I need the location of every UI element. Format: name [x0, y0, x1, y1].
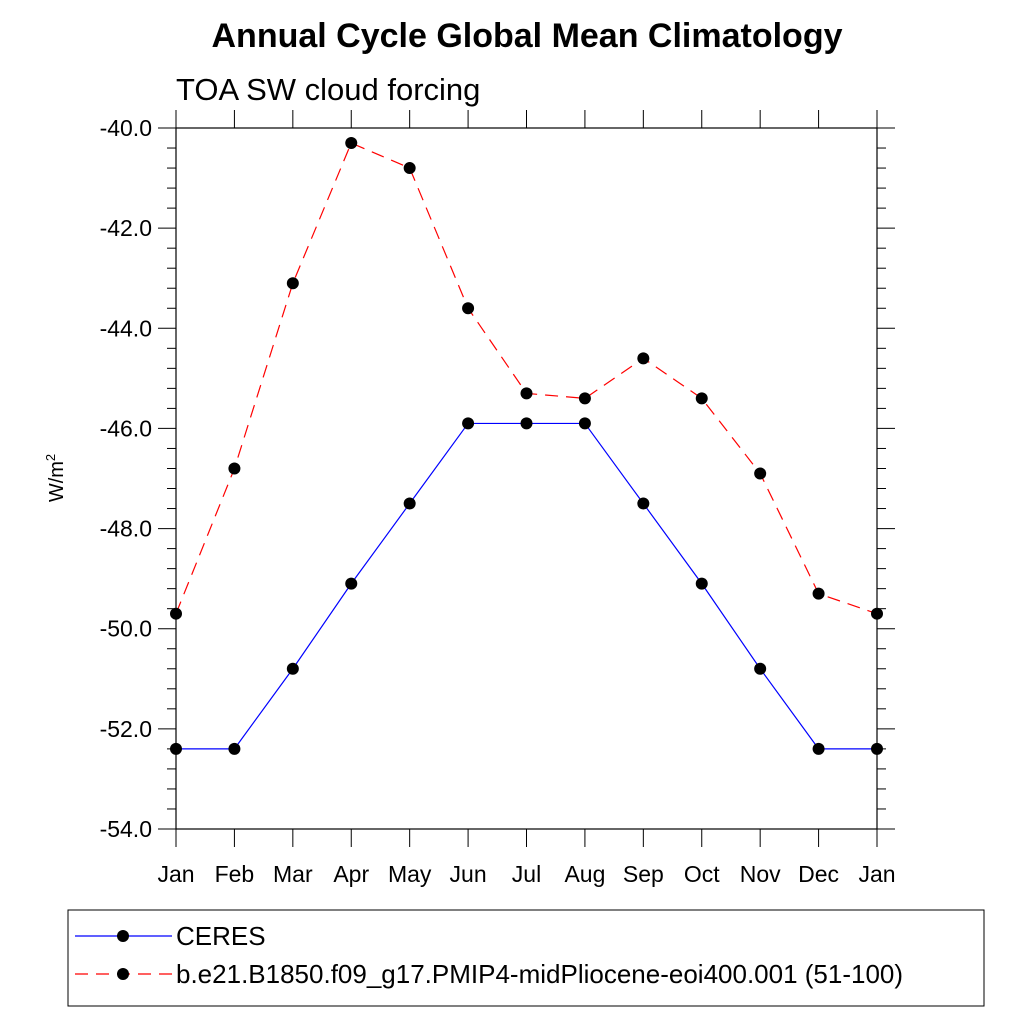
y-axis-label-exponent: 2 — [43, 454, 58, 461]
series-1-point — [520, 417, 533, 430]
y-tick-label: -46.0 — [100, 415, 152, 441]
chart-title: Annual Cycle Global Mean Climatology — [212, 17, 843, 55]
series-1-point — [403, 497, 416, 510]
y-axis-label-text: W/m — [46, 461, 68, 502]
y-axis-label: W/m2 — [43, 454, 68, 502]
y-tick-label: -52.0 — [100, 716, 152, 742]
x-tick-label: Jun — [450, 861, 487, 887]
legend-marker-2 — [117, 968, 129, 980]
series-2-point — [695, 392, 708, 405]
x-tick-label: Dec — [798, 861, 839, 887]
legend-label-2: b.e21.B1850.f09_g17.PMIP4-midPliocene-eo… — [176, 959, 903, 989]
x-tick-label: Jul — [512, 861, 541, 887]
series-2-point — [228, 462, 241, 475]
legend: CERES b.e21.B1850.f09_g17.PMIP4-midPlioce… — [75, 921, 903, 989]
x-tick-label: Nov — [740, 861, 781, 887]
series-2-point — [578, 392, 591, 405]
x-tick-label: Mar — [273, 861, 313, 887]
series-2-point — [812, 587, 825, 600]
series-2-point — [403, 162, 416, 175]
y-tick-label: -50.0 — [100, 616, 152, 642]
series-1-point — [578, 417, 591, 430]
y-tick-label: -40.0 — [100, 115, 152, 141]
series-line-1 — [176, 422, 877, 750]
series-1-point — [345, 577, 358, 590]
x-tick-label: Feb — [215, 861, 255, 887]
series-2-point — [637, 352, 650, 365]
x-tick-label: Sep — [623, 861, 664, 887]
series-2-point — [462, 302, 475, 315]
series-1-point — [637, 497, 650, 510]
y-tick-label: -44.0 — [100, 315, 152, 341]
legend-marker-1 — [117, 930, 129, 942]
legend-label-1: CERES — [176, 921, 266, 951]
x-tick-label: Jan — [157, 861, 194, 887]
series-2-point — [170, 607, 182, 620]
series-2-point — [520, 387, 533, 400]
series-2-point — [286, 277, 299, 290]
series-2-point — [754, 467, 767, 480]
x-tick-label: May — [388, 861, 432, 887]
chart-subtitle: TOA SW cloud forcing — [176, 72, 480, 107]
y-tick-label: -54.0 — [100, 816, 152, 842]
series-1-point — [462, 417, 475, 430]
series-1-point — [812, 742, 825, 755]
x-tick-label: Oct — [684, 861, 720, 887]
series-line-2 — [175, 142, 878, 615]
y-tick-label: -48.0 — [100, 516, 152, 542]
plot-axes: -40.0 -42.0 -44.0 -46.0 -48.0 -50.0 -52.0 -54.0… — [100, 110, 896, 887]
series-2-point — [345, 137, 358, 150]
x-tick-label: Jan — [858, 861, 895, 887]
x-tick-label: Apr — [333, 861, 369, 887]
series-1-point — [228, 742, 241, 755]
plot-frame — [175, 127, 878, 830]
plot-series — [170, 137, 883, 755]
legend-box — [67, 909, 985, 1007]
series-1-point — [754, 662, 767, 675]
x-tick-label: Aug — [564, 861, 605, 887]
series-1-point — [695, 577, 708, 590]
y-tick-label: -42.0 — [100, 215, 152, 241]
series-1-point — [170, 742, 182, 755]
series-2-point — [871, 607, 883, 620]
series-1-point — [871, 742, 883, 755]
series-1-point — [286, 662, 299, 675]
